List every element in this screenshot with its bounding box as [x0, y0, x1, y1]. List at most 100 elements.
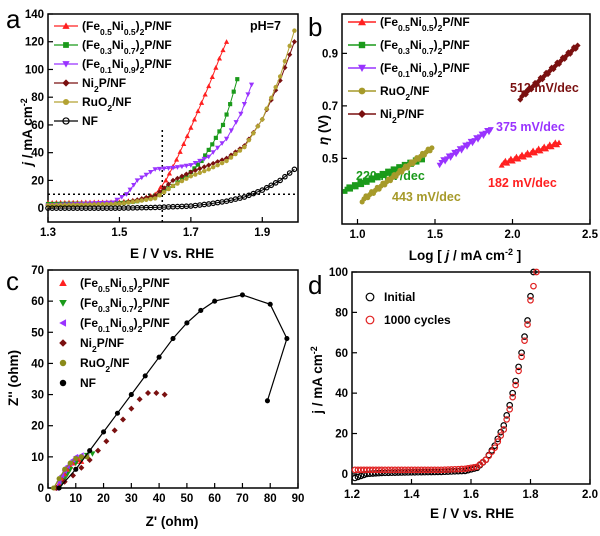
data-point — [357, 179, 363, 185]
y-tick-label: 60 — [31, 296, 44, 308]
data-point — [255, 124, 261, 129]
data-point — [166, 186, 171, 192]
data-point — [197, 170, 202, 175]
data-point — [216, 55, 223, 61]
fit-line — [58, 294, 288, 489]
data-point — [420, 157, 425, 163]
legend-marker — [358, 41, 366, 49]
data-point — [126, 200, 131, 205]
data-point — [134, 178, 140, 183]
panel-d-xlabel: E / V vs. RHE — [430, 506, 514, 521]
x-tick-label: 1.0 — [350, 229, 366, 241]
data-point — [408, 466, 415, 474]
data-point — [273, 84, 278, 90]
panel-c-xlabel: Z' (ohm) — [146, 514, 199, 529]
x-tick-label: 1.6 — [463, 489, 479, 501]
x-tick-label: 10 — [69, 493, 82, 505]
data-point — [500, 426, 508, 433]
panel-d: d j / mA cm-2 E / V vs. RHE 1.2 1.4 1.6 1.8… — [308, 267, 598, 521]
data-point — [170, 177, 176, 183]
legend-marker — [59, 279, 67, 287]
data-point — [183, 163, 189, 169]
legend-marker — [358, 18, 366, 26]
data-point — [494, 438, 502, 445]
data-point — [121, 201, 127, 206]
data-point — [192, 166, 197, 171]
data-point — [206, 83, 212, 89]
data-point — [368, 175, 374, 181]
data-point — [287, 43, 292, 49]
legend-marker — [62, 98, 70, 106]
data-point — [354, 473, 362, 481]
legend-label: (Fe0.5Ni0.5)2P/NF — [82, 19, 172, 37]
data-point — [291, 39, 298, 45]
data-point — [95, 447, 101, 454]
data-point — [233, 120, 239, 125]
data-point — [145, 390, 151, 397]
data-point — [506, 401, 513, 409]
data-point — [173, 157, 180, 162]
data-point — [117, 201, 122, 207]
data-point — [183, 171, 189, 177]
data-point — [195, 108, 201, 114]
panel-c-legend: (Fe0.5Ni0.5)2P/NF (Fe0.3Ni0.7)2P/NF (Fe0.1… — [59, 276, 170, 390]
data-point — [390, 166, 396, 172]
x-tick-label: 2.0 — [505, 229, 521, 241]
data-point — [245, 92, 251, 98]
data-point — [114, 410, 120, 416]
legend-label: NF — [80, 376, 96, 390]
data-point — [497, 432, 505, 439]
data-point — [264, 106, 269, 111]
y-tick-label: 10 — [31, 452, 44, 464]
y-tick-label: 140 — [25, 9, 44, 21]
data-point — [282, 173, 288, 180]
legend-marker — [365, 315, 375, 325]
data-point — [346, 184, 352, 190]
y-tick-label: 30 — [31, 390, 44, 402]
data-point — [161, 189, 167, 195]
legend-label: 1000 cycles — [384, 313, 451, 327]
data-point — [219, 141, 225, 146]
data-point — [518, 353, 525, 361]
data-point — [114, 197, 120, 203]
data-point — [197, 166, 203, 172]
data-point — [362, 177, 368, 183]
panel-c: c Z'' (ohm) Z' (ohm) 0 10 20 30 40 50 60 70 80 90… — [6, 265, 304, 529]
y-tick-label: 0 — [342, 469, 348, 481]
x-tick-label: 50 — [180, 493, 193, 505]
data-point — [130, 199, 136, 205]
data-point — [170, 335, 176, 342]
tafel-slope-label: 375 mV/dec — [496, 120, 565, 134]
data-point — [235, 77, 240, 82]
data-point — [530, 268, 537, 276]
data-point — [215, 145, 221, 151]
panel-b-ylabel: η (V) — [316, 115, 331, 145]
panel-b-legend: (Fe0.5Ni0.5)2P/NF (Fe0.3Ni0.7)2P/NF (Fe0.1… — [348, 15, 470, 125]
data-point — [78, 464, 85, 471]
data-point — [188, 163, 194, 168]
data-point — [458, 465, 465, 473]
y-tick-label: 40 — [31, 148, 44, 160]
panel-d-ylabel: j / mA cm-2 — [309, 346, 325, 415]
data-point — [203, 153, 208, 158]
x-tick-label: 1.8 — [523, 489, 540, 501]
data-point — [113, 201, 118, 207]
data-point — [51, 485, 57, 491]
legend-marker — [63, 42, 69, 48]
data-point — [201, 164, 207, 170]
data-point — [228, 128, 234, 134]
data-point — [267, 301, 273, 307]
data-point — [108, 201, 114, 207]
data-point — [375, 466, 383, 474]
data-point — [509, 389, 516, 397]
data-point — [78, 454, 84, 460]
data-point — [381, 466, 389, 474]
legend-marker — [62, 22, 70, 29]
data-point — [272, 180, 279, 186]
legend-label: (Fe0.1Ni0.9)2P/NF — [380, 61, 470, 79]
data-point — [101, 429, 107, 435]
data-point — [242, 144, 247, 150]
data-point — [191, 116, 198, 122]
data-point — [163, 177, 169, 183]
